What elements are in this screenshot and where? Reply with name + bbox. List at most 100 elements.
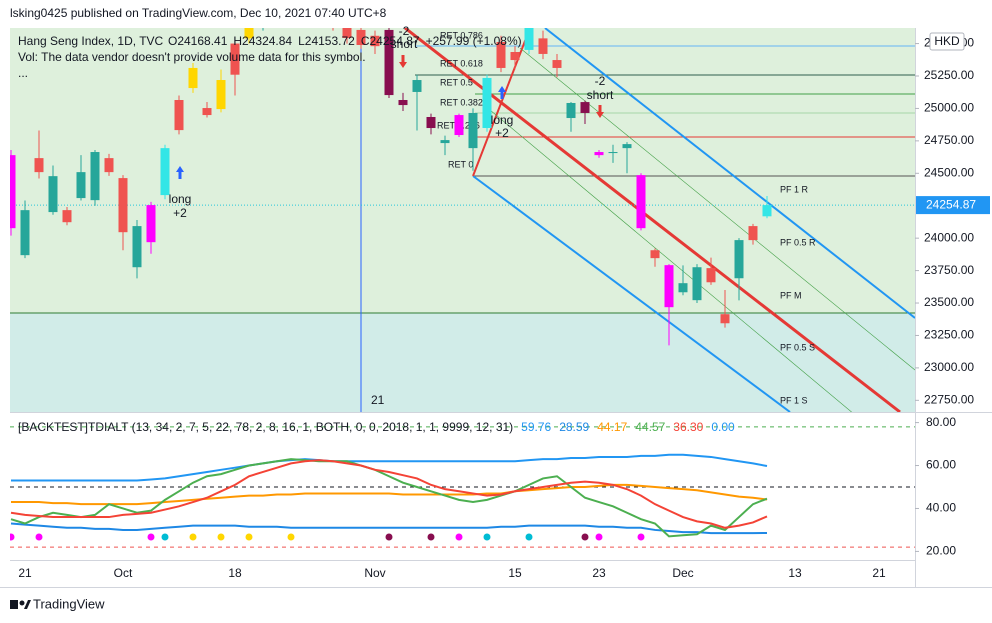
signal-dot (161, 533, 169, 541)
candle-body (76, 172, 86, 199)
candle-body (720, 314, 730, 324)
drawing-line (472, 175, 791, 412)
currency-box (929, 32, 965, 51)
candle-body (356, 29, 366, 45)
candle-body (566, 102, 576, 119)
annotation: -2 (595, 74, 606, 88)
candle-body (412, 80, 422, 92)
drawing-line (472, 28, 531, 177)
candle-body (524, 28, 534, 50)
candle-body (608, 152, 618, 154)
footer: TradingView (33, 596, 105, 611)
indicator-value: 59.76 (521, 420, 551, 434)
ohlc-label: H24324.84 (233, 34, 292, 48)
candle-body (48, 176, 58, 213)
candle-body (580, 102, 590, 113)
candle-body (468, 112, 478, 149)
candle-body (20, 210, 30, 256)
signal-dot (581, 533, 589, 541)
y-tick-label: 24500.00 (924, 165, 974, 179)
last-price-box (916, 196, 990, 215)
signal-dot (245, 533, 253, 541)
annotation: short (391, 37, 418, 51)
candle-body (762, 205, 772, 217)
indicator-title: [BACKTEST]TDIALT (13, 34, 2, 7, 5, 22, 7… (18, 420, 513, 434)
x-tick-label: Dec (672, 566, 693, 580)
indicator-value: 44.57 (635, 420, 665, 434)
publisher: lsking0425 published on TradingView.com,… (10, 6, 387, 20)
signal-dot (287, 533, 295, 541)
candle-body (34, 158, 44, 173)
drawing-line (544, 28, 915, 319)
candle-body (10, 155, 16, 229)
annotation: +2 (173, 206, 187, 220)
fib-label: RET 0.618 (440, 58, 483, 68)
indicator-value: 44.17 (597, 420, 627, 434)
fib-label: RET 0.382 (440, 97, 483, 107)
candle-body (398, 100, 408, 106)
y-tick-label: 23250.00 (924, 328, 974, 342)
y-tick-label: 25000.00 (924, 101, 974, 115)
signal-dot (189, 533, 197, 541)
x-tick-label: 18 (228, 566, 242, 580)
candle-body (538, 38, 548, 54)
x-tick-label: 21 (872, 566, 886, 580)
indicator-line (10, 522, 768, 535)
indicator-line (10, 459, 768, 529)
oscillator (10, 426, 915, 548)
signal-dot (455, 533, 463, 541)
candle-body (594, 152, 604, 156)
fib-label: RET 0.786 (440, 30, 483, 40)
candle-body (342, 28, 352, 38)
more: ... (18, 66, 28, 80)
candle-body (230, 43, 240, 75)
signal-dot (637, 533, 645, 541)
signal-arrow (498, 86, 506, 99)
annotation: -2 (399, 24, 410, 38)
candle-body (440, 140, 450, 144)
y-tick-label: 20.00 (926, 544, 956, 558)
candle-body (216, 80, 226, 110)
change: +257.99 (+1.08%) (426, 34, 522, 48)
pitchfork-label: PF 1 R (780, 184, 809, 194)
drawing-line (489, 109, 853, 412)
last-price-label: 24254.87 (926, 197, 976, 211)
volume-note: Vol: The data vendor doesn't provide vol… (18, 50, 366, 64)
candle-body (188, 67, 198, 89)
signal-dot (385, 533, 393, 541)
y-tick-label: 25250.00 (924, 68, 974, 82)
candle-body (426, 116, 436, 129)
candle-body (748, 226, 758, 241)
y-tick-label: 24000.00 (924, 230, 974, 244)
annotation: +2 (495, 126, 509, 140)
indicator-line (11, 453, 768, 482)
signal-dot (35, 533, 43, 541)
pane-background-lower (10, 313, 915, 412)
indicator-value: 36.30 (673, 420, 703, 434)
x-tick-label: 15 (508, 566, 522, 580)
candle-body (244, 28, 254, 39)
candle-body (132, 226, 142, 268)
candle-body (202, 108, 212, 116)
candle-body (496, 42, 506, 68)
candle-body (174, 100, 184, 131)
candle-body (90, 152, 100, 201)
pitchfork-label: PF 0.5 R (780, 237, 816, 247)
footer-logo (10, 600, 31, 609)
pitchfork-label: PF 1 S (780, 395, 808, 405)
signal-arrow (176, 166, 184, 179)
signal-dot (427, 533, 435, 541)
indicator-line (11, 483, 768, 506)
y-tick-label: 60.00 (926, 458, 956, 472)
annotation: long (169, 192, 192, 206)
currency: HKD (934, 34, 960, 48)
y-tick-label: 22750.00 (924, 392, 974, 406)
candle-body (734, 240, 744, 279)
x-tick-label: Nov (364, 566, 385, 580)
indicator-value: 0.00 (711, 420, 735, 434)
ohlc-label: L24153.72 (298, 34, 355, 48)
fib-label: RET 0 (448, 159, 473, 169)
